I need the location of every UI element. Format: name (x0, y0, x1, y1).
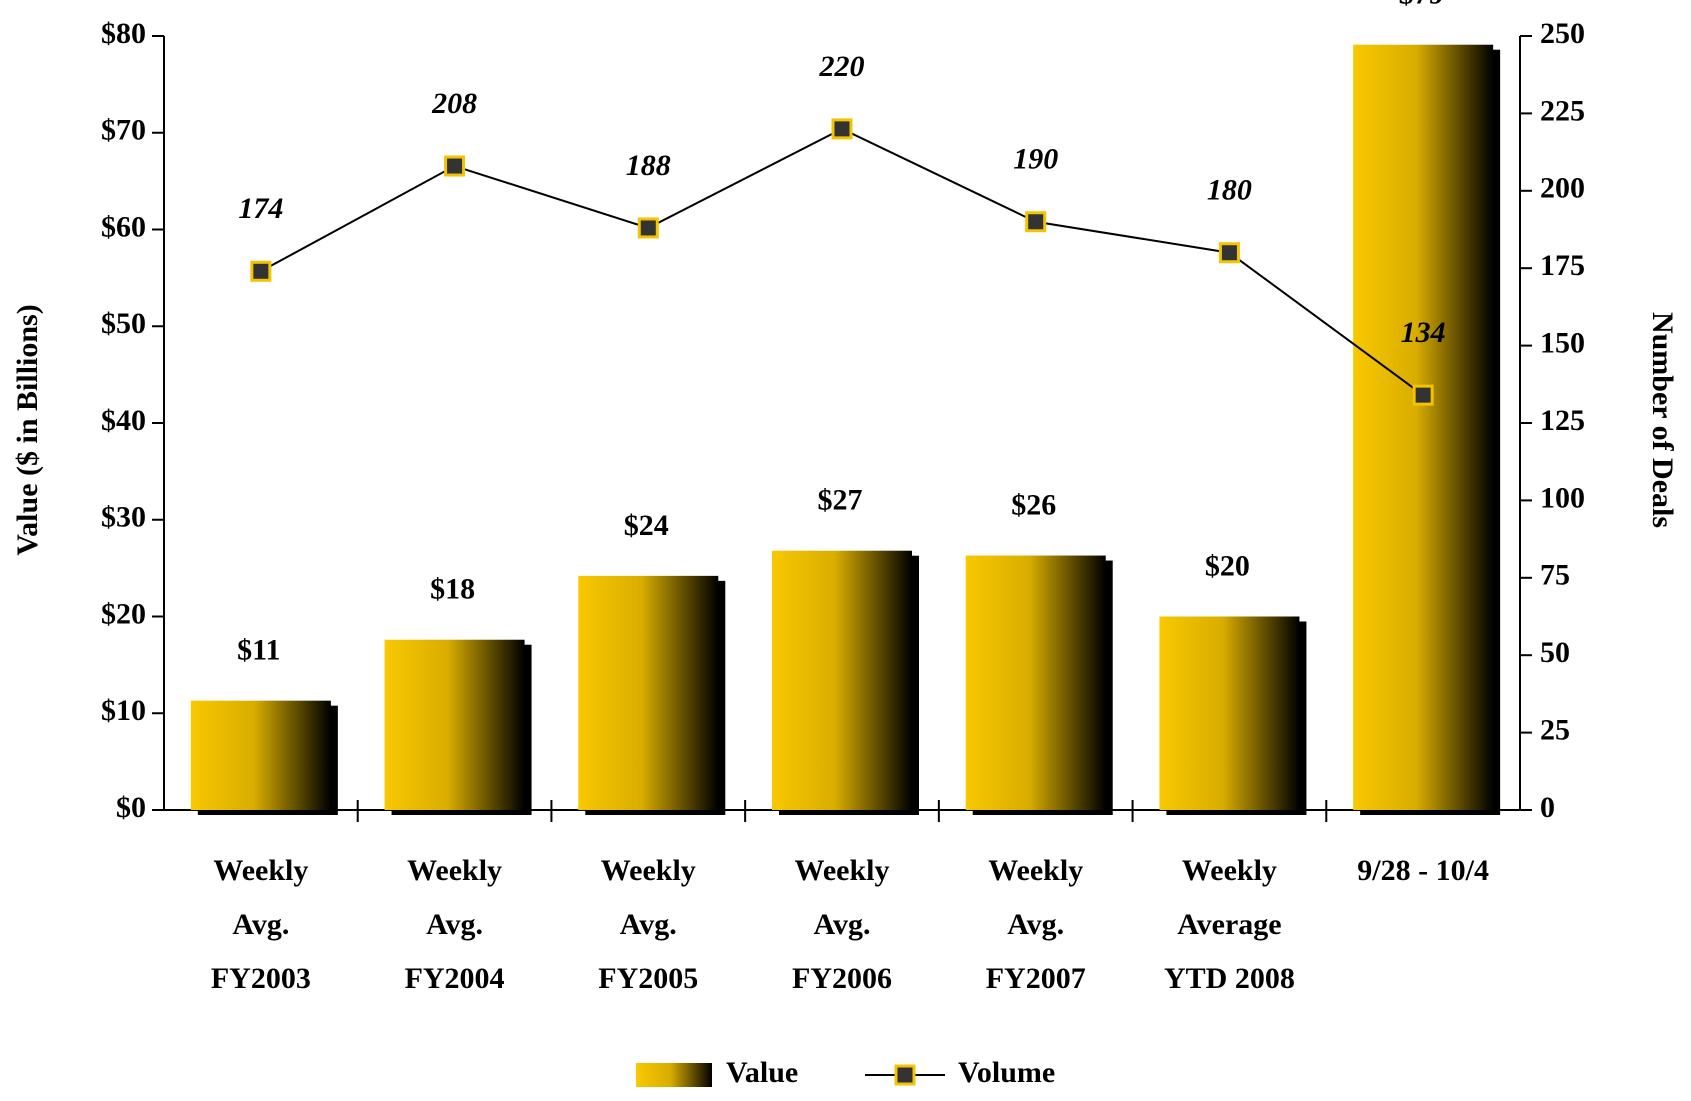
data-label: 208 (431, 87, 477, 120)
bar (1353, 44, 1494, 810)
volume-line (260, 127, 1424, 396)
data-label: $79 (1399, 0, 1444, 11)
data-label: 190 (1013, 143, 1058, 176)
data-label: $11 (237, 634, 280, 667)
y-tick-label: $80 (101, 17, 146, 50)
y2-tick-label: 225 (1540, 94, 1585, 127)
y-tick-label: $30 (101, 501, 146, 534)
line-marker (831, 118, 853, 140)
y-tick-label: $50 (101, 307, 146, 340)
x-tick-label: Average (1177, 908, 1281, 941)
x-tick-label: Weekly (407, 854, 502, 887)
x-tick-label: FY2004 (405, 962, 505, 995)
data-label: $27 (818, 484, 863, 517)
legend-marker (894, 1064, 916, 1086)
x-tick-label: Avg. (426, 908, 483, 941)
legend-swatch (636, 1063, 712, 1087)
y2-axis-label: Number of Deals (1646, 312, 1679, 528)
x-tick-label: FY2003 (211, 962, 311, 995)
data-label: $24 (624, 509, 669, 542)
x-tick-label: Weekly (213, 854, 308, 887)
x-tick-label: Avg. (232, 908, 289, 941)
line-marker (1025, 211, 1047, 233)
x-tick-label: Weekly (601, 854, 696, 887)
data-label: $20 (1205, 549, 1250, 582)
y2-tick-label: 50 (1540, 636, 1570, 669)
x-tick-label: YTD 2008 (1164, 962, 1295, 995)
y2-tick-label: 0 (1540, 791, 1555, 824)
line-marker (1218, 242, 1240, 264)
y2-tick-label: 100 (1540, 481, 1585, 514)
y-tick-label: $20 (101, 597, 146, 630)
bar (384, 639, 525, 810)
y2-tick-label: 150 (1540, 326, 1585, 359)
line-marker (444, 155, 466, 177)
data-label: $26 (1011, 488, 1056, 521)
y-tick-label: $70 (101, 114, 146, 147)
data-label: 174 (238, 192, 283, 225)
legend-label: Volume (958, 1056, 1055, 1089)
y2-tick-label: 125 (1540, 404, 1585, 437)
x-tick-label: Weekly (988, 854, 1083, 887)
x-tick-label: Weekly (1182, 854, 1277, 887)
bar (965, 555, 1106, 810)
y2-tick-label: 25 (1540, 713, 1570, 746)
y2-tick-label: 200 (1540, 172, 1585, 205)
line-marker (637, 217, 659, 239)
data-label: 134 (1401, 316, 1446, 349)
y-axis-label: Value ($ in Billions) (11, 304, 44, 555)
y2-tick-label: 250 (1540, 17, 1585, 50)
x-tick-label: FY2006 (792, 962, 892, 995)
data-label: 188 (626, 149, 671, 182)
data-label: 220 (819, 50, 865, 83)
y-tick-label: $0 (116, 791, 146, 824)
line-marker (1412, 384, 1434, 406)
bar (1159, 616, 1300, 810)
x-tick-label: Weekly (795, 854, 890, 887)
x-tick-label: Avg. (1007, 908, 1064, 941)
y2-tick-label: 175 (1540, 249, 1585, 282)
y-tick-label: $60 (101, 210, 146, 243)
data-label: 180 (1207, 174, 1252, 207)
bar (190, 700, 331, 810)
x-tick-label: Avg. (620, 908, 677, 941)
x-tick-label: 9/28 - 10/4 (1357, 854, 1489, 887)
legend-label: Value (726, 1056, 798, 1089)
y-tick-label: $40 (101, 404, 146, 437)
bar (578, 575, 719, 810)
y2-tick-label: 75 (1540, 559, 1570, 592)
x-tick-label: Avg. (814, 908, 871, 941)
y-tick-label: $10 (101, 694, 146, 727)
bar (772, 550, 912, 810)
data-label: $18 (430, 573, 475, 606)
line-marker (250, 260, 272, 282)
x-tick-label: FY2005 (598, 962, 698, 995)
x-tick-label: FY2007 (986, 962, 1086, 995)
